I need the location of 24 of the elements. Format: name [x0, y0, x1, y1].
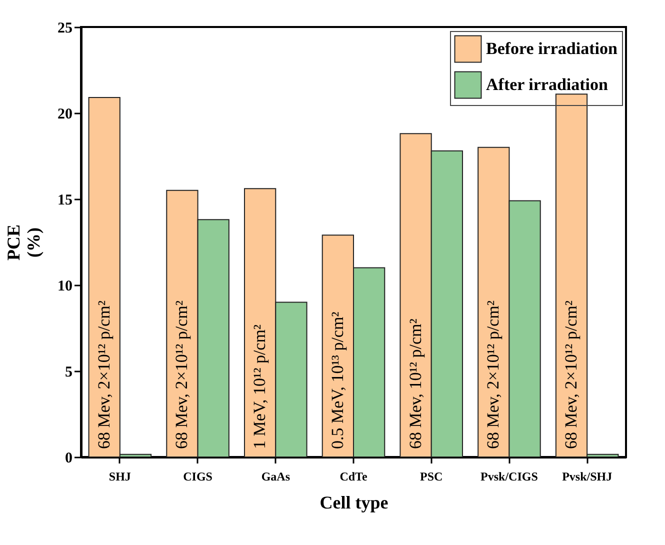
annotation: 68 Mev, 2×10¹² p/cm² [172, 300, 192, 449]
annotation: 68 Mev, 10¹² p/cm² [406, 318, 425, 449]
x-tick-label: GaAs [261, 470, 290, 484]
legend-label: After irradiation [486, 75, 609, 94]
annotation: 68 Mev, 2×10¹² p/cm² [484, 300, 503, 449]
x-tick-label: Pvsk/CIGS [480, 470, 538, 484]
x-tick-label: SHJ [108, 470, 131, 484]
x-axis-title: Cell type [320, 492, 388, 512]
y-axis-title: PCE (%) [4, 224, 44, 260]
y-tick-label: 20 [58, 106, 72, 122]
y-tick-label: 15 [58, 192, 72, 208]
y-tick-label: 25 [58, 20, 72, 36]
annotation: 68 Mev, 2×10¹² p/cm² [562, 300, 580, 449]
annotation: 68 Mev, 2×10¹² p/cm² [94, 300, 114, 449]
y-tick-label: 10 [58, 278, 72, 294]
legend-label: Before irradiation [486, 39, 618, 58]
y-tick-label: 0 [65, 450, 72, 466]
annotation: 0.5 MeV, 10¹³ p/cm² [328, 312, 347, 449]
y-tick-label: 5 [65, 364, 72, 380]
annotation: 1 MeV, 10¹² p/cm² [250, 324, 270, 449]
x-tick-label: Pvsk/SHJ [562, 470, 612, 484]
x-tick-label: CIGS [183, 470, 213, 484]
x-tick-label: PSC [420, 470, 443, 484]
x-tick-label: CdTe [340, 470, 368, 484]
